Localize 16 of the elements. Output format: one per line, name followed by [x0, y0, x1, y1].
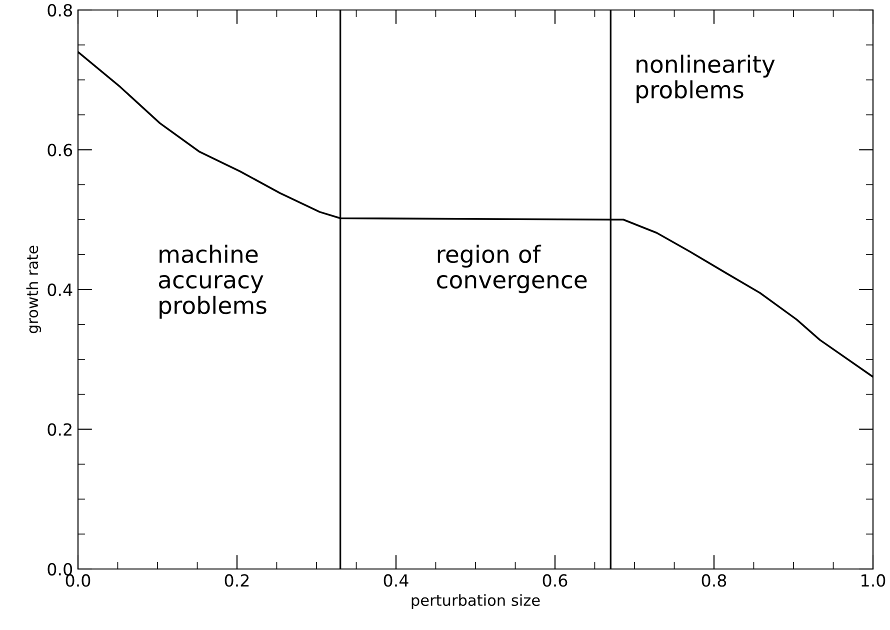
x-tick-label: 0.0	[66, 574, 90, 587]
x-tick-label: 0.2	[224, 574, 249, 587]
annotation: machine accuracy problems	[158, 244, 266, 319]
y-tick-label: 0.6	[48, 144, 72, 156]
x-tick-label: 0.6	[542, 574, 568, 587]
x-tick-label: 0.8	[702, 574, 726, 587]
y-tick-label: 0.8	[48, 4, 72, 17]
x-axis-title: perturbation size	[412, 594, 540, 609]
annotation: nonlinearity problems	[636, 54, 775, 104]
y-axis-title: growth rate	[26, 246, 42, 334]
x-tick-label: 1.0	[862, 574, 886, 587]
y-tick-label: 0.2	[48, 423, 72, 436]
annotation: region of convergence	[437, 244, 587, 294]
x-tick-label: 0.4	[384, 574, 408, 587]
y-tick-label: 0.0	[48, 562, 72, 576]
y-tick-label: 0.4	[48, 283, 72, 296]
